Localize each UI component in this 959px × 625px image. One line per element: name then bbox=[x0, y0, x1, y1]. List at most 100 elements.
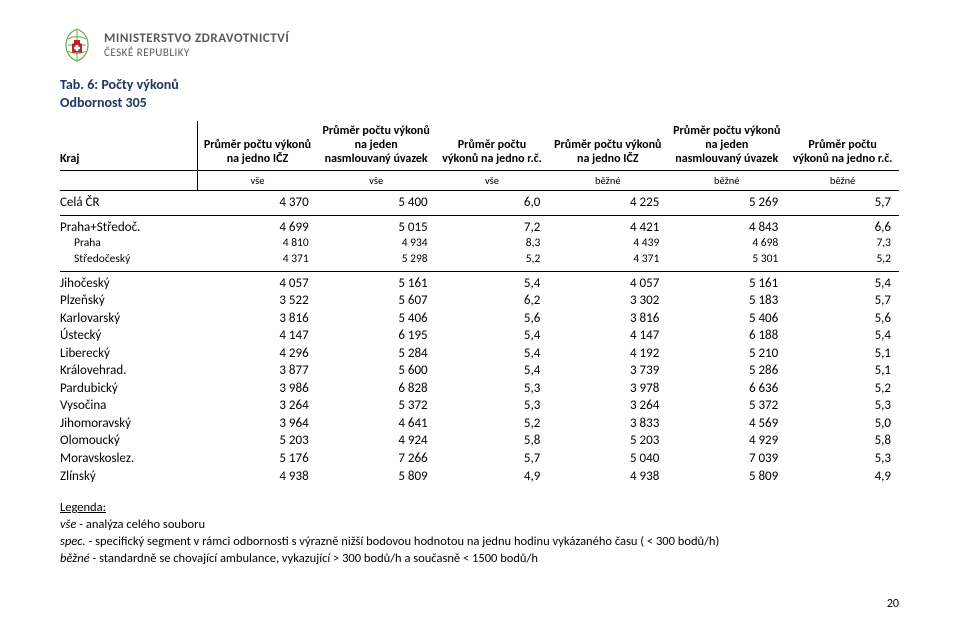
value-cell: 4 371 bbox=[198, 252, 317, 271]
value-cell: 3 816 bbox=[548, 310, 667, 328]
subheader-2: vše bbox=[317, 171, 436, 191]
table-row: Plzeňský3 5225 6076,23 3025 1835,7 bbox=[60, 292, 899, 310]
region-cell: Středočeský bbox=[60, 252, 198, 271]
value-cell: 4 421 bbox=[548, 215, 667, 236]
region-cell: Pardubický bbox=[60, 380, 198, 398]
subheader-row: vše vše vše běžné běžné běžné bbox=[60, 171, 899, 191]
legend-tag: spec. bbox=[60, 534, 86, 549]
legend-text: - standardně se chovající ambulance, vyk… bbox=[90, 551, 538, 566]
table-row: Olomoucký5 2034 9245,85 2034 9295,8 bbox=[60, 432, 899, 450]
col-header-6: Průměr počtu výkonů na jedno r.č. bbox=[786, 121, 899, 171]
value-cell: 4 934 bbox=[317, 236, 436, 252]
subheader-6: běžné bbox=[786, 171, 899, 191]
table-row: Jihomoravský3 9644 6415,23 8334 5695,0 bbox=[60, 415, 899, 433]
legend-text: - specifický segment v rámci odbornosti … bbox=[86, 534, 720, 549]
legend-line: spec. - specifický segment v rámci odbor… bbox=[60, 534, 899, 551]
value-cell: 4 938 bbox=[198, 468, 317, 489]
value-cell: 4 225 bbox=[548, 191, 667, 216]
value-cell: 8,3 bbox=[436, 236, 549, 252]
header-row: Kraj Průměr počtu výkonů na jedno IČZ Pr… bbox=[60, 121, 899, 171]
table-row: Karlovarský3 8165 4065,63 8165 4065,6 bbox=[60, 310, 899, 328]
table-row: Středočeský4 3715 2985,24 3715 3015,2 bbox=[60, 252, 899, 271]
value-cell: 7,3 bbox=[786, 236, 899, 252]
region-cell: Zlínský bbox=[60, 468, 198, 489]
table-row: Moravskoslez.5 1767 2665,75 0407 0395,3 bbox=[60, 450, 899, 468]
value-cell: 4 810 bbox=[198, 236, 317, 252]
region-cell: Karlovarský bbox=[60, 310, 198, 328]
value-cell: 4 192 bbox=[548, 345, 667, 363]
value-cell: 5 298 bbox=[317, 252, 436, 271]
value-cell: 5 600 bbox=[317, 362, 436, 380]
table-row: Královehrad.3 8775 6005,43 7395 2865,1 bbox=[60, 362, 899, 380]
value-cell: 5 406 bbox=[317, 310, 436, 328]
value-cell: 5,7 bbox=[786, 191, 899, 216]
logo-text: MINISTERSTVO ZDRAVOTNICTVÍ ČESKÉ REPUBLI… bbox=[104, 31, 289, 59]
title-line1: Tab. 6: Počty výkonů bbox=[60, 76, 179, 93]
value-cell: 4 924 bbox=[317, 432, 436, 450]
value-cell: 5 040 bbox=[548, 450, 667, 468]
value-cell: 4 569 bbox=[667, 415, 786, 433]
legend-heading: Legenda: bbox=[60, 500, 899, 517]
value-cell: 5 286 bbox=[667, 362, 786, 380]
value-cell: 4 938 bbox=[548, 468, 667, 489]
value-cell: 4 641 bbox=[317, 415, 436, 433]
region-cell: Olomoucký bbox=[60, 432, 198, 450]
legend-tag: vše bbox=[60, 517, 76, 532]
value-cell: 5 809 bbox=[317, 468, 436, 489]
value-cell: 5,4 bbox=[436, 345, 549, 363]
page-number: 20 bbox=[887, 597, 899, 611]
value-cell: 6 636 bbox=[667, 380, 786, 398]
value-cell: 4 929 bbox=[667, 432, 786, 450]
value-cell: 7 266 bbox=[317, 450, 436, 468]
value-cell: 3 978 bbox=[548, 380, 667, 398]
value-cell: 4,9 bbox=[786, 468, 899, 489]
table-row: Liberecký4 2965 2845,44 1925 2105,1 bbox=[60, 345, 899, 363]
col-header-4: Průměr počtu výkonů na jedno IČZ bbox=[548, 121, 667, 171]
value-cell: 4,9 bbox=[436, 468, 549, 489]
table-row: Ústecký4 1476 1955,44 1476 1885,4 bbox=[60, 327, 899, 345]
logo-line2: ČESKÉ REPUBLIKY bbox=[104, 46, 289, 59]
table-row: Jihočeský4 0575 1615,44 0575 1615,4 bbox=[60, 271, 899, 292]
logo-icon bbox=[60, 28, 94, 62]
value-cell: 3 264 bbox=[548, 397, 667, 415]
value-cell: 5,4 bbox=[436, 271, 549, 292]
value-cell: 7,2 bbox=[436, 215, 549, 236]
value-cell: 5,6 bbox=[786, 310, 899, 328]
ministry-logo: MINISTERSTVO ZDRAVOTNICTVÍ ČESKÉ REPUBLI… bbox=[60, 28, 899, 62]
region-cell: Ústecký bbox=[60, 327, 198, 345]
value-cell: 4 296 bbox=[198, 345, 317, 363]
region-cell: Liberecký bbox=[60, 345, 198, 363]
value-cell: 5 210 bbox=[667, 345, 786, 363]
table-row: Pardubický3 9866 8285,33 9786 6365,2 bbox=[60, 380, 899, 398]
value-cell: 3 816 bbox=[198, 310, 317, 328]
value-cell: 3 986 bbox=[198, 380, 317, 398]
value-cell: 7 039 bbox=[667, 450, 786, 468]
value-cell: 5 161 bbox=[667, 271, 786, 292]
table-row: Celá ČR4 3705 4006,04 2255 2695,7 bbox=[60, 191, 899, 216]
region-cell: Vysočina bbox=[60, 397, 198, 415]
table-row: Praha4 8104 9348,34 4394 6987,3 bbox=[60, 236, 899, 252]
value-cell: 6,6 bbox=[786, 215, 899, 236]
region-cell: Plzeňský bbox=[60, 292, 198, 310]
value-cell: 6,2 bbox=[436, 292, 549, 310]
value-cell: 4 699 bbox=[198, 215, 317, 236]
region-cell: Jihomoravský bbox=[60, 415, 198, 433]
value-cell: 3 964 bbox=[198, 415, 317, 433]
value-cell: 5 301 bbox=[667, 252, 786, 271]
region-cell: Praha+Středoč. bbox=[60, 215, 198, 236]
value-cell: 5 203 bbox=[198, 432, 317, 450]
value-cell: 5,7 bbox=[436, 450, 549, 468]
value-cell: 4 439 bbox=[548, 236, 667, 252]
col-header-5: Průměr počtu výkonů na jeden nasmlouvaný… bbox=[667, 121, 786, 171]
value-cell: 4 147 bbox=[198, 327, 317, 345]
table-row: Vysočina3 2645 3725,33 2645 3725,3 bbox=[60, 397, 899, 415]
region-cell: Celá ČR bbox=[60, 191, 198, 216]
value-cell: 5,2 bbox=[436, 252, 549, 271]
region-cell: Moravskoslez. bbox=[60, 450, 198, 468]
value-cell: 5 176 bbox=[198, 450, 317, 468]
value-cell: 5,7 bbox=[786, 292, 899, 310]
value-cell: 6 195 bbox=[317, 327, 436, 345]
value-cell: 5,2 bbox=[786, 252, 899, 271]
value-cell: 5 161 bbox=[317, 271, 436, 292]
value-cell: 4 843 bbox=[667, 215, 786, 236]
